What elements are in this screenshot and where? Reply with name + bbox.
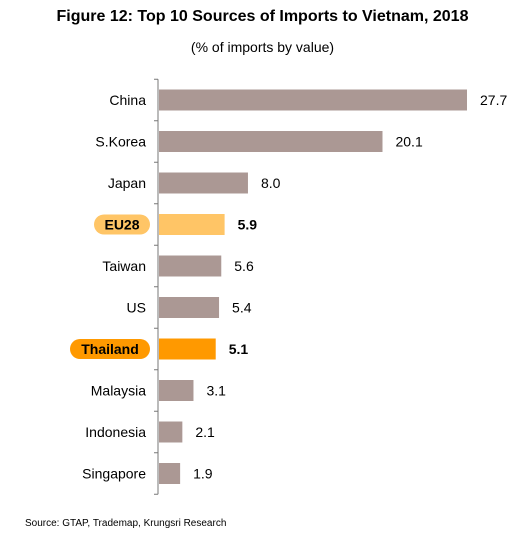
value-label: 5.9 (238, 217, 258, 233)
category-label: Japan (108, 175, 146, 191)
bar-s-korea (159, 131, 383, 152)
value-label: 5.1 (229, 341, 249, 357)
category-highlight-pill (70, 339, 150, 359)
bar-taiwan (159, 255, 222, 277)
category-label: Malaysia (91, 383, 146, 399)
category-label: Indonesia (85, 424, 146, 440)
bar-japan (159, 172, 248, 194)
bar-malaysia (159, 380, 194, 401)
source-note: Source: GTAP, Trademap, Krungsri Researc… (25, 518, 227, 529)
bar-indonesia (159, 421, 183, 443)
value-label: 5.4 (232, 300, 252, 316)
category-label: S.Korea (95, 134, 146, 150)
bar-singapore (159, 463, 181, 484)
value-label: 3.1 (206, 383, 226, 399)
category-label: Taiwan (102, 258, 146, 274)
category-label: Thailand (81, 341, 139, 357)
category-label: China (109, 92, 146, 108)
value-label: 27.7 (480, 92, 507, 108)
value-label: 20.1 (395, 134, 422, 150)
value-label: 1.9 (193, 466, 213, 482)
category-label: US (127, 300, 146, 316)
bar-eu28 (159, 214, 225, 235)
bar-china (159, 89, 467, 111)
value-label: 2.1 (195, 424, 215, 440)
value-label: 5.6 (234, 258, 254, 274)
category-highlight-pill (94, 214, 150, 235)
chart-title: Figure 12: Top 10 Sources of Imports to … (56, 8, 469, 25)
bar-thailand (159, 338, 216, 360)
category-label: Singapore (82, 466, 146, 482)
bar-us (159, 297, 220, 318)
category-label: EU28 (104, 217, 139, 233)
value-label: 8.0 (261, 175, 281, 191)
chart-subtitle: (% of imports by value) (190, 39, 335, 55)
